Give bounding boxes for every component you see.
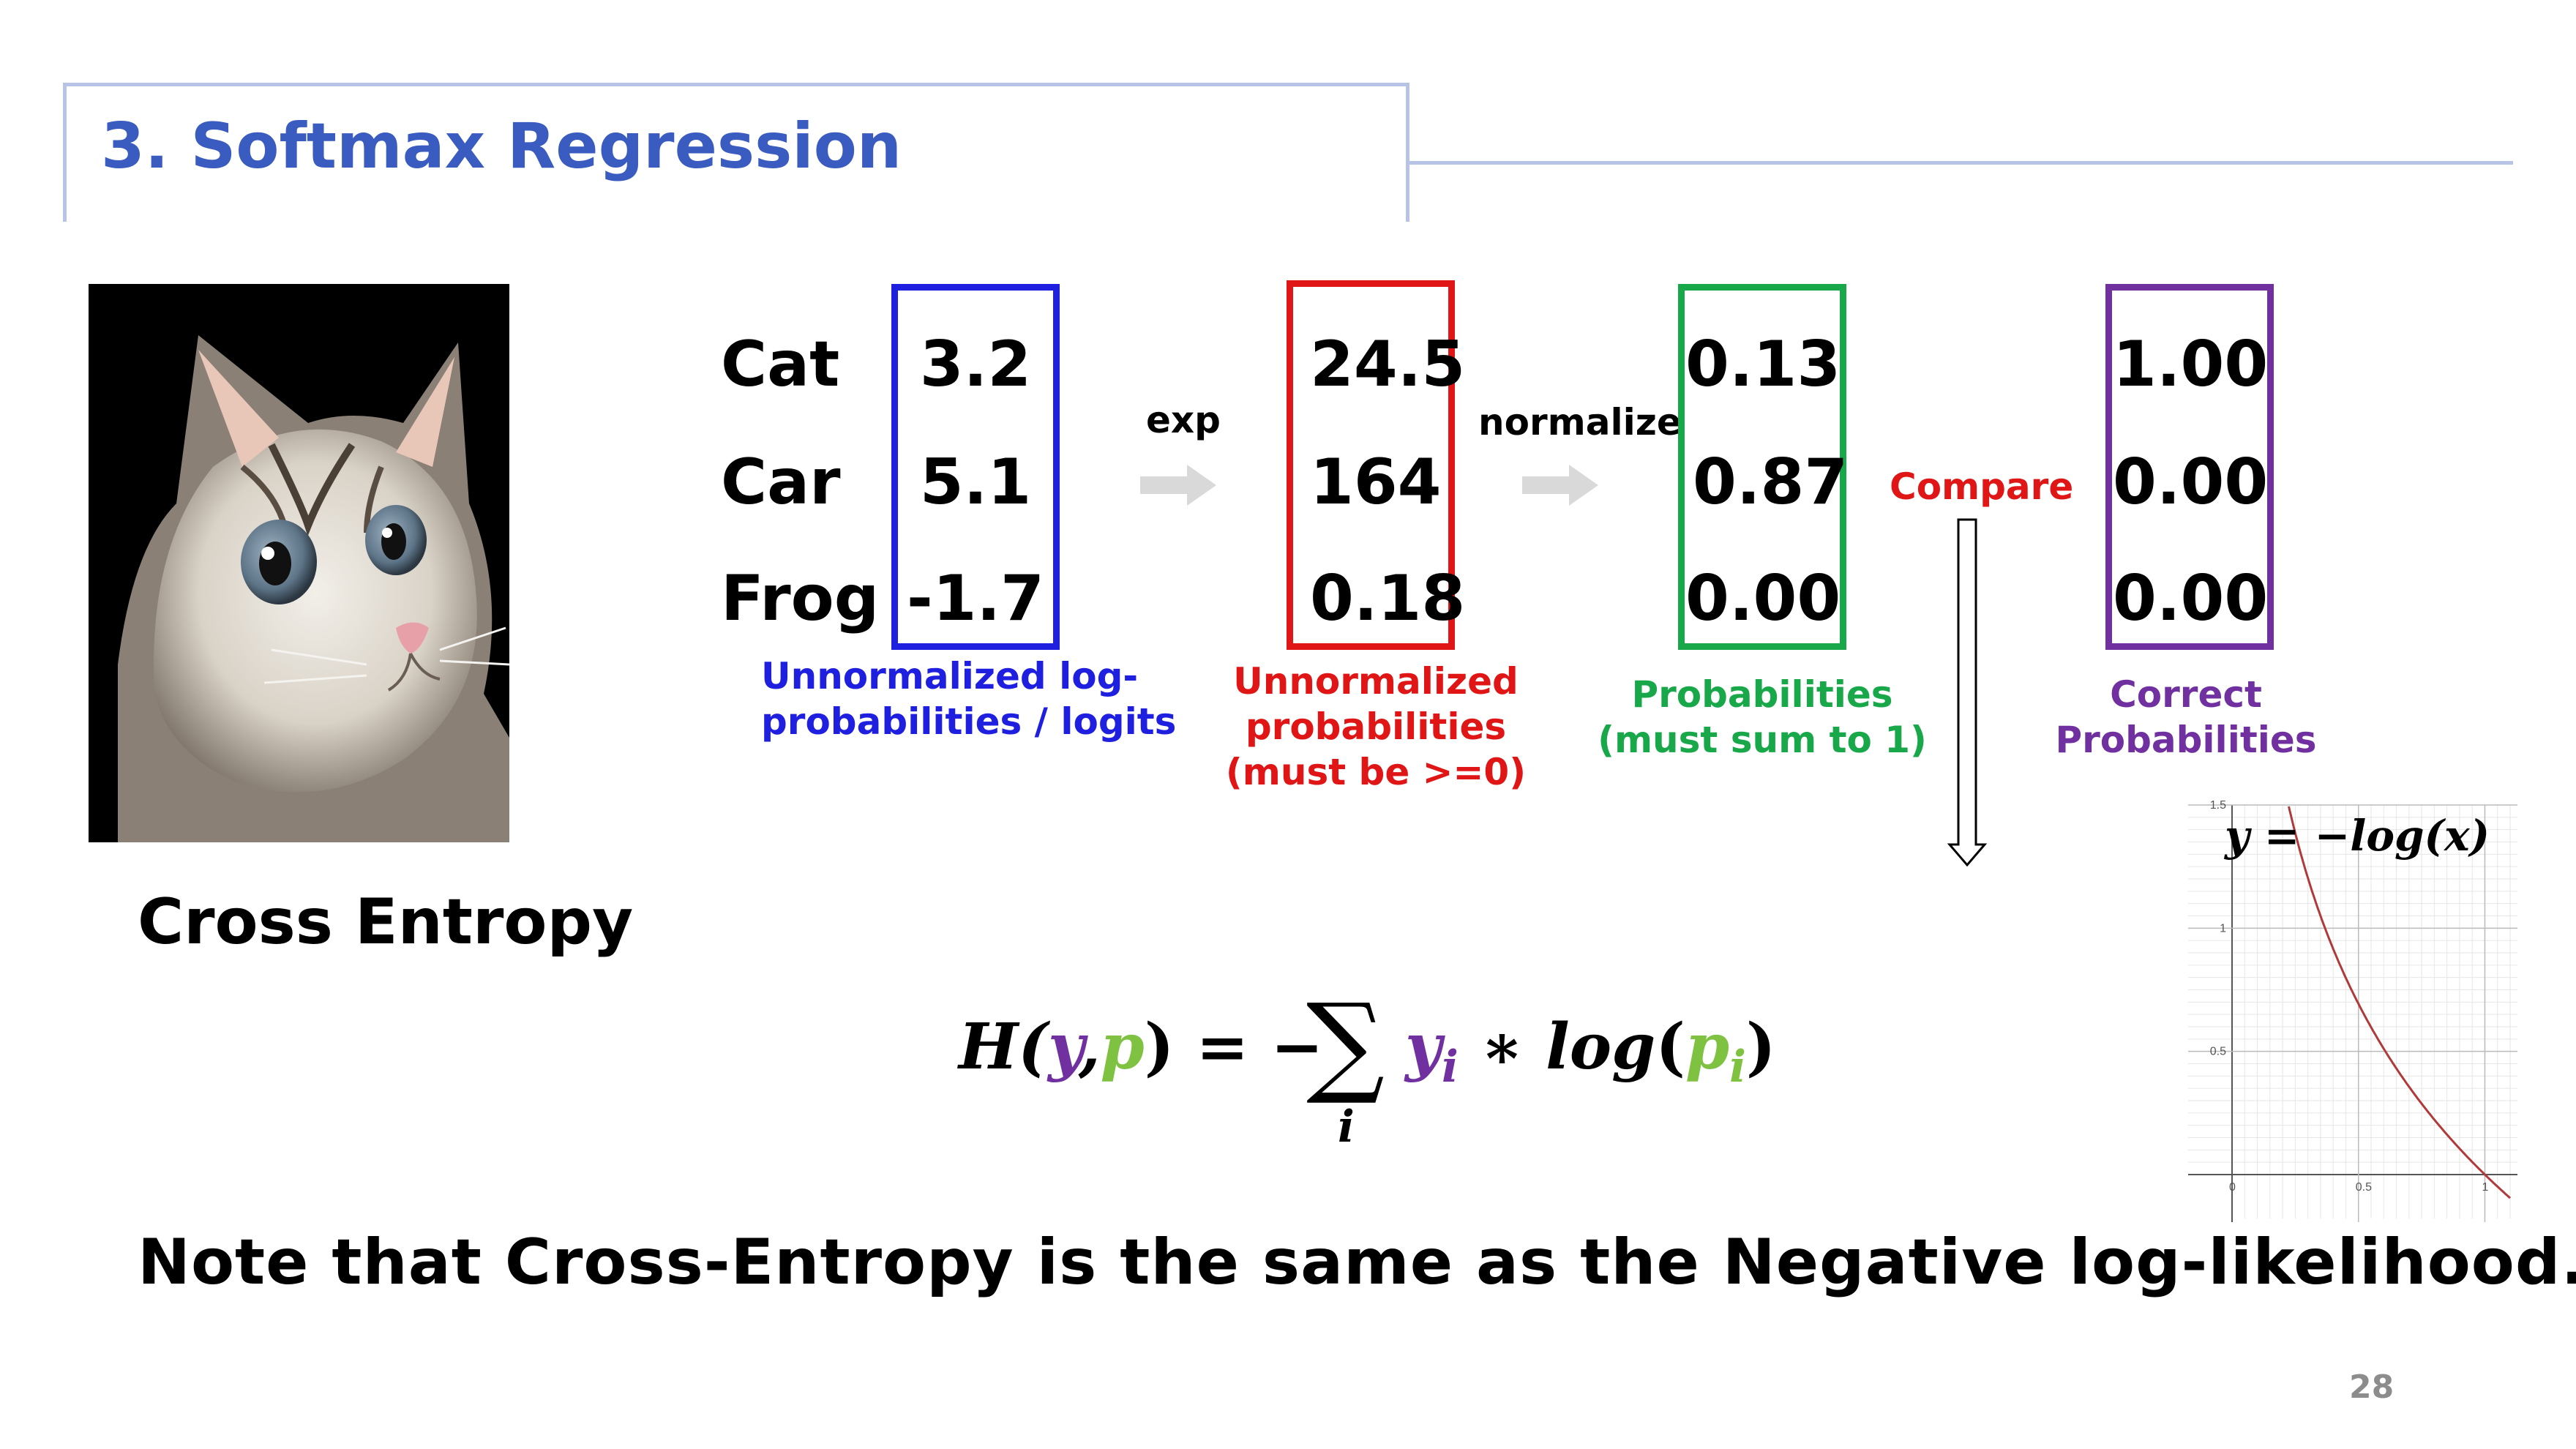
unnormalized-box bbox=[1287, 280, 1455, 650]
formula-body: yi ∗ log(pi) bbox=[1405, 1010, 1776, 1093]
note-text: Note that Cross-Entropy is the same as t… bbox=[138, 1226, 2576, 1299]
y-tick-label: 1.5 bbox=[2210, 799, 2226, 812]
correct-frog: 0.00 bbox=[2113, 562, 2269, 635]
logits-caption-line-2: probabilities / logits bbox=[761, 700, 1177, 743]
y-tick-label: 0.5 bbox=[2210, 1046, 2226, 1058]
formula-log: log bbox=[1546, 1010, 1656, 1084]
exp-car: 164 bbox=[1310, 446, 1442, 519]
formula-paren-open: ( bbox=[1655, 1010, 1685, 1084]
cross-entropy-heading: Cross Entropy bbox=[138, 886, 634, 959]
correct-caption-line-2: Probabilities bbox=[2055, 719, 2317, 761]
cat-illustration bbox=[89, 284, 509, 842]
prob-frog: 0.00 bbox=[1685, 562, 1841, 635]
unnormalized-caption-line-3: (must be >=0) bbox=[1225, 751, 1527, 793]
correct-cat: 1.00 bbox=[2113, 328, 2269, 401]
formula-comma: , bbox=[1078, 1010, 1101, 1084]
row-label-frog: Frog bbox=[721, 562, 880, 635]
formula-y: y bbox=[1047, 1010, 1079, 1084]
title-underline bbox=[1409, 161, 2513, 165]
unnormalized-caption-line-1: Unnormalized bbox=[1233, 660, 1519, 703]
logit-cat: 3.2 bbox=[919, 328, 1032, 401]
title-frame bbox=[63, 83, 1409, 222]
y-tick-label: 1 bbox=[2220, 922, 2226, 935]
exp-label: exp bbox=[1146, 399, 1221, 441]
unnormalized-caption-line-2: probabilities bbox=[1245, 705, 1507, 748]
row-label-car: Car bbox=[721, 446, 841, 519]
formula-h: H( bbox=[959, 1010, 1048, 1084]
logit-frog: -1.7 bbox=[906, 562, 1045, 635]
correct-caption: Correct Probabilities bbox=[2003, 672, 2369, 763]
cat-photo bbox=[89, 284, 509, 842]
summation-icon: ∑ bbox=[1306, 981, 1385, 1108]
normalize-label: normalize bbox=[1478, 401, 1682, 443]
slide-title: 3. Softmax Regression bbox=[101, 110, 902, 183]
unnormalized-caption: Unnormalized probabilities (must be >=0) bbox=[1193, 659, 1559, 795]
exp-arrow-icon bbox=[1140, 465, 1216, 506]
x-tick-label: 0 bbox=[2229, 1181, 2236, 1194]
probabilities-caption-line-1: Probabilities bbox=[1631, 673, 1893, 716]
correct-car: 0.00 bbox=[2113, 446, 2269, 519]
prob-cat: 0.13 bbox=[1685, 328, 1841, 401]
formula-p: p bbox=[1100, 1010, 1145, 1084]
cross-entropy-formula: H(y,p) = − bbox=[959, 1010, 1324, 1084]
prob-car: 0.87 bbox=[1693, 446, 1849, 519]
logits-caption: Unnormalized log- probabilities / logits bbox=[761, 654, 1177, 744]
formula-paren-close: ) bbox=[1745, 1010, 1776, 1084]
exp-frog: 0.18 bbox=[1310, 562, 1466, 635]
compare-label: Compare bbox=[1890, 465, 2074, 508]
probabilities-caption: Probabilities (must sum to 1) bbox=[1579, 672, 1945, 763]
exp-cat: 24.5 bbox=[1310, 328, 1466, 401]
logit-car: 5.1 bbox=[919, 446, 1032, 519]
correct-caption-line-1: Correct bbox=[2110, 673, 2262, 716]
summation-index: i bbox=[1338, 1101, 1355, 1153]
probabilities-box bbox=[1678, 284, 1846, 650]
x-tick-label: 1 bbox=[2482, 1181, 2488, 1194]
row-label-cat: Cat bbox=[721, 328, 840, 401]
x-tick-label: 0.5 bbox=[2356, 1181, 2372, 1194]
page-number: 28 bbox=[2349, 1368, 2395, 1406]
probabilities-caption-line-2: (must sum to 1) bbox=[1598, 719, 1927, 761]
correct-box bbox=[2105, 284, 2274, 650]
plot-equation: y = −log(x) bbox=[2225, 811, 2490, 861]
neg-log-curve bbox=[2288, 806, 2512, 1199]
formula-yi: yi bbox=[1405, 1010, 1459, 1093]
plot-grid: 0 0.5 1 0.5 1 1.5 bbox=[2188, 799, 2517, 1222]
normalize-arrow-icon bbox=[1522, 465, 1598, 506]
compare-down-arrow-icon bbox=[1947, 518, 1988, 867]
formula-times: ∗ bbox=[1458, 1010, 1546, 1084]
formula-pi: pi bbox=[1685, 1010, 1746, 1093]
logits-caption-line-1: Unnormalized log- bbox=[761, 655, 1139, 697]
logits-box bbox=[891, 284, 1060, 650]
formula-rhs: ) = − bbox=[1144, 1010, 1324, 1084]
neg-log-plot: 0 0.5 1 0.5 1 1.5 bbox=[2188, 799, 2517, 1222]
